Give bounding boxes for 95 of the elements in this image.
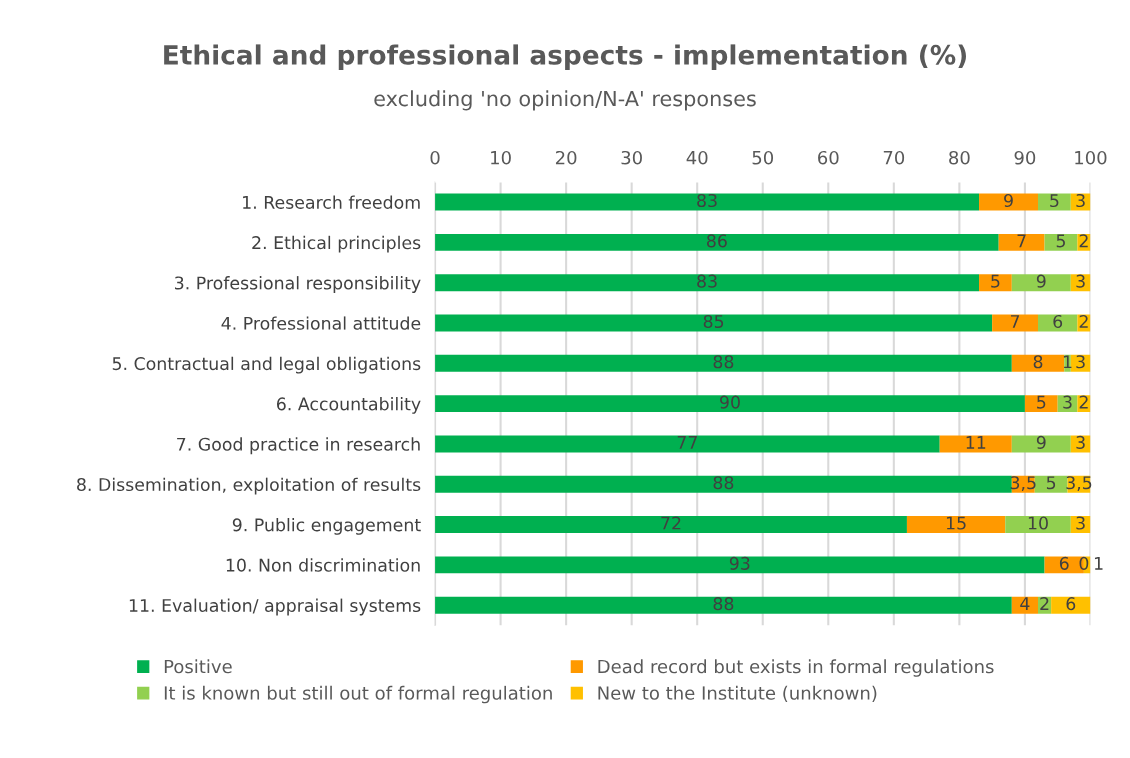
data-label: 15 — [946, 516, 966, 530]
x-tick-label: 60 — [818, 150, 839, 165]
data-label: 85 — [703, 314, 724, 329]
data-label: 5 — [1037, 395, 1046, 409]
x-tick-label: 80 — [949, 150, 970, 165]
data-label: 5 — [1056, 234, 1065, 248]
bar — [1005, 516, 1071, 534]
data-label: 3 — [1076, 435, 1085, 449]
bar — [979, 193, 1039, 211]
bar — [435, 233, 999, 251]
data-label: 7 — [1010, 315, 1020, 328]
data-label: 5 — [1046, 476, 1056, 490]
data-label: 88 — [713, 597, 734, 611]
bar — [1011, 354, 1065, 372]
chart-subtitle: excluding 'no opinion/N-A' responses — [374, 90, 756, 111]
x-tick-label: 100 — [1075, 150, 1107, 165]
y-tick-label: 4. Professional attitude — [221, 316, 421, 330]
bar — [1038, 193, 1071, 211]
data-label: 9 — [1036, 274, 1046, 288]
data-label: 4 — [1020, 597, 1030, 610]
data-label: 7 — [1017, 234, 1026, 248]
chart-title: Ethical and professional aspects - implementation (%) — [164, 44, 967, 70]
y-tick-label: 7. Good practice in research — [177, 437, 420, 455]
bar — [1051, 596, 1091, 614]
data-label: 9 — [1004, 193, 1013, 208]
y-tick-label: 3. Professional responsibility — [175, 276, 421, 293]
data-label: 83 — [697, 274, 717, 288]
x-tick-label: 0 — [430, 150, 440, 165]
y-tick-label: 10. Non discrimination — [226, 558, 420, 572]
legend-label: Positive — [164, 659, 232, 674]
bar — [1034, 475, 1068, 493]
data-label: 3 — [1076, 516, 1085, 530]
data-label: 5 — [1050, 194, 1059, 208]
data-label: 9 — [1036, 435, 1046, 449]
y-tick-label: 5. Contractual and legal obligations — [112, 356, 421, 374]
bar — [435, 193, 980, 211]
data-label: 3 — [1076, 193, 1085, 208]
y-tick-label: 6. Accountability — [276, 397, 421, 414]
data-label: 86 — [707, 234, 727, 248]
data-label: 93 — [729, 556, 750, 570]
bar — [435, 435, 940, 453]
bar — [435, 556, 1045, 574]
data-label: 2 — [1040, 597, 1049, 610]
bar — [998, 233, 1045, 251]
data-label: 10 — [1028, 516, 1048, 530]
y-tick-label: 11. Evaluation/ appraisal systems — [129, 598, 421, 616]
data-label: 3 — [1076, 274, 1085, 288]
data-label: 88 — [713, 355, 734, 369]
y-tick-label: 9. Public engagement — [232, 517, 421, 535]
bar — [435, 516, 907, 534]
data-label: 6 — [1053, 314, 1063, 329]
legend-label: It is known but still out of formal regulation — [164, 685, 552, 704]
data-label: 3 — [1063, 395, 1072, 409]
x-tick-label: 40 — [686, 150, 708, 165]
data-label: 72 — [661, 516, 681, 530]
x-tick-label: 20 — [555, 150, 577, 165]
y-tick-label: 2. Ethical principles — [252, 235, 421, 253]
data-label: 77 — [677, 436, 697, 449]
bar — [435, 596, 1012, 614]
data-label: 6 — [1059, 556, 1069, 570]
y-tick-label: 8. Dissemination, exploitation of results — [77, 477, 421, 495]
data-label: 8 — [1033, 355, 1043, 369]
legend-label: New to the Institute (unknown) — [598, 685, 877, 702]
bar — [992, 314, 1039, 332]
y-tick-label: 1. Research freedom — [243, 195, 420, 209]
bar — [979, 274, 1012, 292]
x-tick-label: 50 — [752, 150, 774, 165]
data-label: 1 — [1094, 557, 1103, 570]
x-tick-label: 30 — [621, 150, 642, 165]
bar — [1011, 274, 1071, 292]
x-tick-label: 10 — [491, 150, 511, 165]
data-label: 90 — [720, 395, 740, 409]
x-tick-label: 70 — [883, 150, 905, 165]
data-label: 0 — [1079, 556, 1089, 570]
bar — [435, 354, 1012, 372]
legend-label: Dead record but exists in formal regulations — [598, 659, 994, 677]
bar — [1044, 233, 1078, 251]
data-label: 83 — [697, 193, 717, 208]
data-label: 3 — [1076, 355, 1085, 369]
data-label: 2 — [1079, 395, 1088, 409]
data-label: 2 — [1079, 234, 1088, 248]
bar — [435, 314, 993, 332]
bar — [435, 274, 980, 292]
bar — [435, 395, 1025, 413]
bar — [1024, 395, 1058, 413]
bar — [939, 435, 1012, 453]
data-label: 5 — [991, 274, 1000, 288]
data-label: 11 — [966, 436, 986, 449]
bar — [906, 516, 1006, 534]
data-label: 2 — [1079, 314, 1088, 328]
data-label: 88 — [713, 476, 734, 490]
data-label: 6 — [1066, 597, 1076, 611]
x-tick-label: 90 — [1014, 150, 1036, 165]
bar — [1011, 435, 1071, 453]
bar — [435, 475, 1012, 493]
